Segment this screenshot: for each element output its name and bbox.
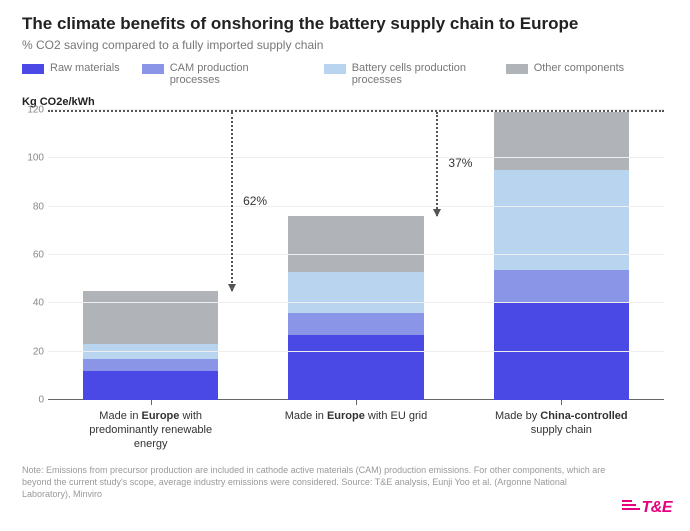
y-tick-label: 80 <box>22 201 44 212</box>
legend-swatch <box>324 64 346 74</box>
chart-title: The climate benefits of onshoring the ba… <box>22 14 668 34</box>
savings-arrow <box>231 112 233 291</box>
legend-label: Other components <box>534 62 625 74</box>
bar-segment <box>494 270 630 304</box>
bar-segment <box>83 344 219 359</box>
legend-item: CAM production processes <box>142 62 302 86</box>
x-axis-label: Made by China-controlled supply chain <box>487 410 635 451</box>
x-axis-label: Made in Europe with EU grid <box>282 410 430 451</box>
stacked-bar <box>288 216 424 400</box>
savings-label: 62% <box>243 194 267 208</box>
bar-segment <box>288 335 424 400</box>
savings-label: 37% <box>448 156 472 170</box>
footnote: Note: Emissions from precursor productio… <box>22 465 668 500</box>
gridline <box>48 351 664 352</box>
gridline <box>48 157 664 158</box>
x-tick-mark <box>151 400 152 405</box>
bar-segment <box>288 272 424 313</box>
y-axis-title: Kg CO2e/kWh <box>22 96 668 108</box>
bars-container <box>48 110 664 400</box>
legend: Raw materials CAM production processes Bat… <box>22 62 668 86</box>
gridline <box>48 302 664 303</box>
x-tick-mark <box>561 400 562 405</box>
bar-segment <box>288 216 424 272</box>
bar-segment <box>83 359 219 371</box>
bar-column <box>288 110 424 400</box>
chart-area: 02040608010012062%37% <box>48 110 664 400</box>
bar-column <box>494 110 630 400</box>
x-axis-label: Made in Europe with predominantly renewa… <box>77 410 225 451</box>
legend-swatch <box>142 64 164 74</box>
bar-column <box>83 110 219 400</box>
gridline <box>48 206 664 207</box>
y-tick-label: 120 <box>22 105 44 116</box>
x-axis-labels: Made in Europe with predominantly renewa… <box>48 410 664 451</box>
legend-item: Other components <box>506 62 625 74</box>
savings-arrow <box>436 112 438 216</box>
legend-item: Battery cells production processes <box>324 62 484 86</box>
legend-label: CAM production processes <box>170 62 302 86</box>
y-tick-label: 20 <box>22 346 44 357</box>
legend-swatch <box>22 64 44 74</box>
y-tick-label: 40 <box>22 298 44 309</box>
brand-logo: T&E <box>622 499 673 517</box>
legend-label: Raw materials <box>50 62 120 74</box>
stacked-bar <box>494 112 630 400</box>
stacked-bar <box>83 291 219 400</box>
y-tick-label: 60 <box>22 250 44 261</box>
y-tick-label: 100 <box>22 153 44 164</box>
reference-line <box>48 110 664 112</box>
bar-segment <box>83 371 219 400</box>
bar-segment <box>288 313 424 335</box>
plot-area: 02040608010012062%37% <box>48 110 664 400</box>
bar-segment <box>494 303 630 400</box>
logo-text: T&E <box>642 499 673 516</box>
chart-subtitle: % CO2 saving compared to a fully importe… <box>22 38 668 52</box>
bar-segment <box>494 112 630 170</box>
gridline <box>48 254 664 255</box>
chart-page: The climate benefits of onshoring the ba… <box>0 0 690 531</box>
legend-item: Raw materials <box>22 62 120 74</box>
legend-swatch <box>506 64 528 74</box>
legend-label: Battery cells production processes <box>352 62 484 86</box>
bar-segment <box>83 291 219 344</box>
x-tick-mark <box>356 400 357 405</box>
y-tick-label: 0 <box>22 395 44 406</box>
logo-stripes-icon <box>622 500 640 512</box>
